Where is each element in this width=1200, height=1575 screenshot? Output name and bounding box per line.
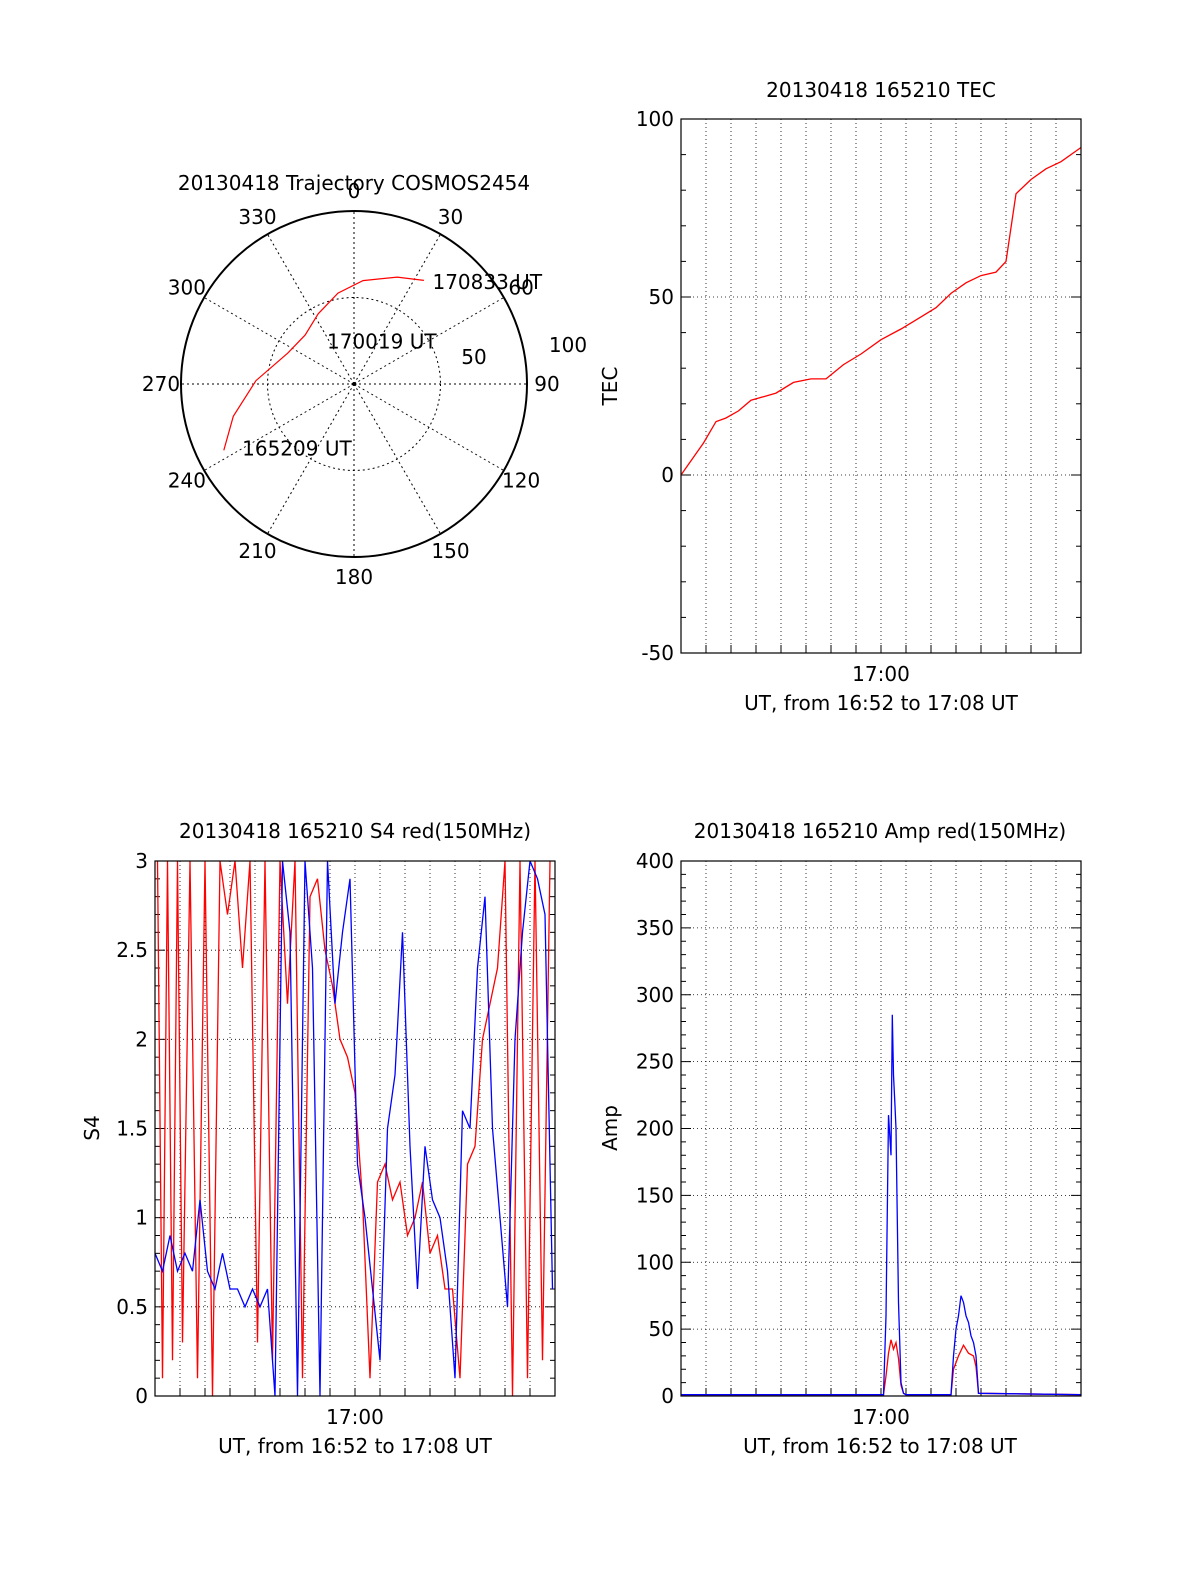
trajectory-time-label-0: 170833 UT	[432, 270, 542, 294]
azimuth-label-240: 240	[168, 469, 206, 493]
amp-ylabel: Amp	[598, 1105, 622, 1151]
y-tick-label: 100	[636, 1250, 674, 1274]
polar-azimuth-labels: 0 30 60 90 120 150 180 210 240 270 300 330	[142, 179, 560, 589]
y-tick-label: 100	[636, 107, 674, 131]
tec-panel: 20130418 165210 TEC TEC UT, from 16:52 t…	[598, 78, 1082, 715]
trajectory-line	[223, 276, 424, 451]
polar-spoke-240	[203, 383, 355, 471]
s4-xlabel: UT, from 16:52 to 17:08 UT	[218, 1434, 493, 1458]
amp-title: 20130418 165210 Amp red(150MHz)	[694, 819, 1066, 843]
azimuth-label-180: 180	[335, 565, 373, 589]
x-tick-label: 17:00	[326, 1405, 384, 1429]
polar-spoke-30	[353, 233, 441, 385]
azimuth-label-0: 0	[348, 179, 361, 203]
s4-plot-area: 0 0.5 1 1.5 2 2.5 3 17:00	[116, 849, 556, 1429]
x-tick-label: 17:00	[852, 1405, 910, 1429]
y-tick-label: 1	[135, 1206, 148, 1230]
tec-ylabel: TEC	[598, 367, 622, 407]
y-tick-label: 3	[135, 849, 148, 873]
amp-panel: 20130418 165210 Amp red(150MHz) Amp UT, …	[598, 819, 1082, 1458]
plot-frame	[680, 860, 1082, 1397]
polar-radial-label-100: 100	[549, 333, 587, 357]
s4-ylabel: S4	[80, 1115, 104, 1140]
azimuth-label-210: 210	[238, 539, 276, 563]
y-tick-label: 0	[135, 1384, 148, 1408]
y-tick-label: 400	[636, 849, 674, 873]
series-line-0	[681, 1339, 1081, 1396]
polar-outer-circle	[180, 210, 528, 558]
polar-spoke-60	[353, 297, 505, 385]
y-tick-label: 250	[636, 1050, 674, 1074]
y-tick-label: 2.5	[116, 938, 148, 962]
y-tick-label: 0	[661, 463, 674, 487]
polar-spoke-120	[353, 383, 505, 471]
series-line-1	[681, 1014, 1081, 1396]
series-line-0	[156, 861, 551, 1396]
azimuth-label-60: 60	[508, 276, 533, 300]
plot-frame	[680, 118, 1082, 654]
y-tick-label: 1.5	[116, 1117, 148, 1141]
y-tick-label: 300	[636, 983, 674, 1007]
y-tick-label: 50	[649, 1317, 674, 1341]
azimuth-label-150: 150	[431, 539, 469, 563]
azimuth-label-300: 300	[168, 276, 206, 300]
x-tick-label: 17:00	[852, 662, 910, 686]
plot-frame	[154, 860, 556, 1397]
y-tick-label: -50	[641, 641, 674, 665]
azimuth-label-270: 270	[142, 372, 180, 396]
polar-plot: 20130418 Trajectory COSMOS2454 0 30 60 90 12…	[142, 171, 587, 589]
azimuth-label-330: 330	[238, 205, 276, 229]
tec-plot-area: -50 0 50 100 17:00	[636, 107, 1082, 686]
trajectory-time-label-2: 165209 UT	[242, 436, 352, 460]
trajectory-annotations: 170833 UT 170019 UT 165209 UT	[242, 270, 543, 460]
s4-title: 20130418 165210 S4 red(150MHz)	[179, 819, 531, 843]
polar-spoke-150	[353, 383, 441, 535]
y-tick-label: 200	[636, 1117, 674, 1141]
azimuth-label-120: 120	[502, 469, 540, 493]
azimuth-label-30: 30	[438, 205, 463, 229]
trajectory-time-label-1: 170019 UT	[327, 330, 437, 354]
s4-panel: 20130418 165210 S4 red(150MHz) S4 UT, fr…	[80, 819, 556, 1458]
tec-xlabel: UT, from 16:52 to 17:08 UT	[744, 691, 1019, 715]
polar-spoke-330	[267, 233, 355, 385]
series-line-1	[155, 861, 554, 1396]
y-tick-label: 50	[649, 285, 674, 309]
y-tick-label: 350	[636, 916, 674, 940]
series-line-0	[681, 146, 1081, 476]
y-tick-label: 0	[661, 1384, 674, 1408]
polar-spoke-210	[267, 383, 355, 535]
y-tick-label: 2	[135, 1027, 148, 1051]
polar-grid	[180, 210, 528, 558]
polar-spoke-300	[203, 297, 355, 385]
y-tick-label: 150	[636, 1183, 674, 1207]
polar-title: 20130418 Trajectory COSMOS2454	[178, 171, 530, 195]
polar-radial-label-50: 50	[461, 345, 486, 369]
y-tick-label: 0.5	[116, 1295, 148, 1319]
azimuth-label-90: 90	[534, 372, 559, 396]
tec-title: 20130418 165210 TEC	[766, 78, 996, 102]
amp-plot-area: 0 50 100 150 200 250 300 350 400 17:00	[636, 849, 1082, 1429]
amp-xlabel: UT, from 16:52 to 17:08 UT	[743, 1434, 1018, 1458]
